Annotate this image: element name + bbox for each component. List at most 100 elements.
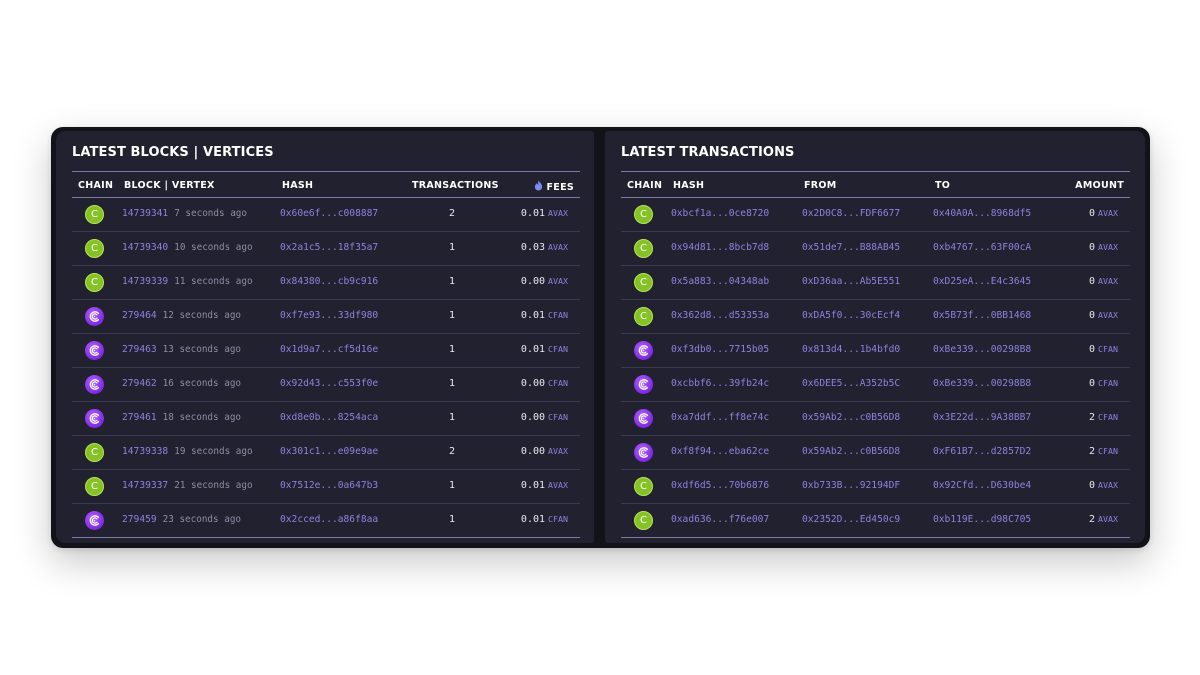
block-number-link[interactable]: 279462 [122, 378, 157, 389]
block-id-cell: 279464 12 seconds ago [122, 310, 241, 321]
block-hash-link[interactable]: 0x2a1c5...18f35a7 [280, 242, 379, 253]
block-tx-count: 1 [448, 276, 456, 287]
transaction-row: C 0xbcf1a...0ce8720 0x2D0C8...FDF6677 0x40A… [621, 198, 1130, 232]
tx-amount: 0 AVAX [1089, 310, 1118, 321]
tx-from-link[interactable]: 0x813d4...1b4bfd0 [802, 344, 901, 355]
block-age: 7 seconds ago [174, 208, 247, 219]
block-number-link[interactable]: 14739340 [122, 242, 169, 253]
tx-hash-link[interactable]: 0x5a883...04348ab [671, 276, 770, 287]
block-id-cell: 14739337 21 seconds ago [122, 480, 253, 491]
block-row: 279461 18 seconds ago 0xd8e0b...8254aca 1 0.… [72, 402, 580, 436]
block-fee-unit: CFAN [548, 344, 568, 354]
c-chain-icon: C [634, 273, 653, 292]
latest-transactions-panel: LATEST TRANSACTIONS CHAIN HASH FROM TO A… [605, 131, 1145, 543]
cfan-logo-icon [638, 413, 649, 424]
block-row: C 14739339 11 seconds ago 0x84380...cb9c916… [72, 266, 580, 300]
block-number-link[interactable]: 279459 [122, 514, 157, 525]
block-number-link[interactable]: 14739338 [122, 446, 169, 457]
latest-blocks-title: LATEST BLOCKS | VERTICES [72, 145, 274, 160]
block-fee: 0.01 CFAN [521, 514, 568, 525]
c-chain-icon: C [634, 307, 653, 326]
tx-from-link[interactable]: 0x59Ab2...c0B56D8 [802, 412, 901, 423]
tx-hash-link[interactable]: 0xf8f94...eba62ce [671, 446, 770, 457]
block-row: C 14739338 19 seconds ago 0x301c1...e09e9ae… [72, 436, 580, 470]
tx-hash-link[interactable]: 0x362d8...d53353a [671, 310, 770, 321]
cfan-logo-icon [89, 413, 100, 424]
block-hash-link[interactable]: 0x60e6f...c008887 [280, 208, 379, 219]
tx-to-link[interactable]: 0xBe339...00298B8 [933, 344, 1032, 355]
col-block-vertex: BLOCK | VERTEX [124, 180, 215, 191]
block-age: 12 seconds ago [162, 310, 242, 321]
block-fee: 0.01 AVAX [521, 480, 568, 491]
block-fee-unit: AVAX [548, 208, 568, 218]
block-hash-link[interactable]: 0xd8e0b...8254aca [280, 412, 379, 423]
cfan-chain-icon [634, 375, 653, 394]
tx-from-link[interactable]: 0xD36aa...Ab5E551 [802, 276, 901, 287]
tx-to-link[interactable]: 0x92Cfd...D630be4 [933, 480, 1032, 491]
c-chain-icon: C [85, 239, 104, 258]
block-number-link[interactable]: 14739341 [122, 208, 169, 219]
tx-from-link[interactable]: 0x2D0C8...FDF6677 [802, 208, 901, 219]
tx-hash-link[interactable]: 0x94d81...8bcb7d8 [671, 242, 770, 253]
block-fee-value: 0.00 [520, 412, 546, 423]
block-hash-link[interactable]: 0x92d43...c553f0e [280, 378, 379, 389]
tx-hash-link[interactable]: 0xf3db0...7715b05 [671, 344, 770, 355]
block-number-link[interactable]: 14739339 [122, 276, 169, 287]
transaction-row: C 0x5a883...04348ab 0xD36aa...Ab5E551 0xD25… [621, 266, 1130, 300]
tx-to-link[interactable]: 0x3E22d...9A38BB7 [933, 412, 1032, 423]
cfan-chain-icon [634, 341, 653, 360]
tx-amount: 0 AVAX [1089, 242, 1118, 253]
block-hash-link[interactable]: 0x84380...cb9c916 [280, 276, 379, 287]
tx-from-link[interactable]: 0xb733B...92194DF [802, 480, 901, 491]
block-hash-link[interactable]: 0x7512e...0a647b3 [280, 480, 379, 491]
tx-amount: 0 CFAN [1089, 344, 1118, 355]
tx-to-link[interactable]: 0xb119E...d98C705 [933, 514, 1032, 525]
tx-amount-value: 2 [1088, 514, 1096, 525]
tx-hash-link[interactable]: 0xa7ddf...ff8e74c [671, 412, 770, 423]
tx-from-link[interactable]: 0xDA5f0...30cEcf4 [802, 310, 901, 321]
col-chain: CHAIN [627, 180, 663, 191]
block-fee-value: 0.03 [520, 242, 546, 253]
block-number-link[interactable]: 14739337 [122, 480, 169, 491]
tx-to-link[interactable]: 0xBe339...00298B8 [933, 378, 1032, 389]
block-fee-value: 0.00 [520, 446, 546, 457]
tx-hash-link[interactable]: 0xdf6d5...70b6876 [671, 480, 770, 491]
tx-amount-unit: CFAN [1098, 446, 1118, 456]
block-row: C 14739340 10 seconds ago 0x2a1c5...18f35a7… [72, 232, 580, 266]
block-age: 13 seconds ago [162, 344, 242, 355]
tx-hash-link[interactable]: 0xad636...f76e007 [671, 514, 770, 525]
tx-amount: 2 CFAN [1089, 412, 1118, 423]
block-number-link[interactable]: 279464 [122, 310, 157, 321]
tx-from-link[interactable]: 0x59Ab2...c0B56D8 [802, 446, 901, 457]
c-chain-icon: C [634, 477, 653, 496]
tx-to-link[interactable]: 0x40A0A...8968df5 [933, 208, 1032, 219]
block-number-link[interactable]: 279463 [122, 344, 157, 355]
tx-from-link[interactable]: 0x2352D...Ed450c9 [802, 514, 901, 525]
block-hash-link[interactable]: 0xf7e93...33df980 [280, 310, 379, 321]
block-fee-unit: AVAX [548, 242, 568, 252]
tx-to-link[interactable]: 0xD25eA...E4c3645 [933, 276, 1032, 287]
block-tx-count: 2 [448, 446, 456, 457]
block-tx-count: 1 [448, 514, 456, 525]
col-transactions: TRANSACTIONS [412, 180, 499, 191]
block-hash-link[interactable]: 0x1d9a7...cf5d16e [280, 344, 379, 355]
cfan-chain-icon [85, 409, 104, 428]
tx-amount-unit: CFAN [1098, 378, 1118, 388]
tx-from-link[interactable]: 0x51de7...B88AB45 [802, 242, 901, 253]
tx-hash-link[interactable]: 0xbcf1a...0ce8720 [671, 208, 770, 219]
block-fee-unit: AVAX [548, 480, 568, 490]
block-number-link[interactable]: 279461 [122, 412, 157, 423]
tx-to-link[interactable]: 0xF61B7...d2857D2 [933, 446, 1032, 457]
tx-amount: 0 AVAX [1089, 480, 1118, 491]
block-id-cell: 14739341 7 seconds ago [122, 208, 247, 219]
tx-to-link[interactable]: 0x5B73f...0BB1468 [933, 310, 1032, 321]
block-hash-link[interactable]: 0x301c1...e09e9ae [280, 446, 379, 457]
block-hash-link[interactable]: 0x2cced...a86f8aa [280, 514, 379, 525]
cfan-logo-icon [89, 379, 100, 390]
cfan-chain-icon [85, 341, 104, 360]
tx-to-link[interactable]: 0xb4767...63F00cA [933, 242, 1032, 253]
tx-amount-value: 0 [1088, 242, 1096, 253]
tx-from-link[interactable]: 0x6DEE5...A352b5C [802, 378, 901, 389]
tx-hash-link[interactable]: 0xcbbf6...39fb24c [671, 378, 770, 389]
c-chain-icon: C [634, 205, 653, 224]
